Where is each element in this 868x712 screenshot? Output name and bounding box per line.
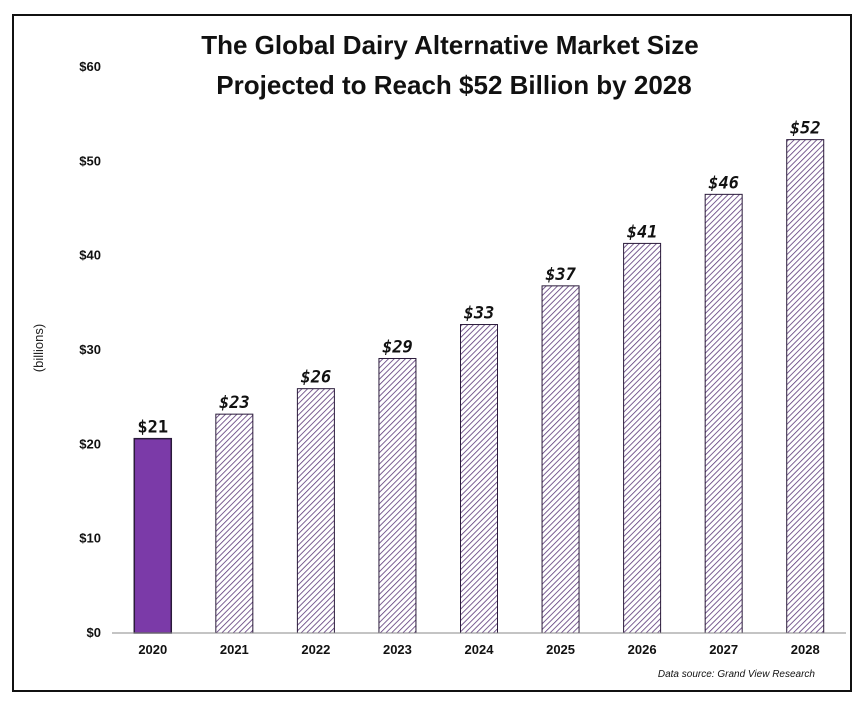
bar-2025 bbox=[541, 285, 580, 634]
data-label-2027: $46 bbox=[708, 173, 739, 193]
chart-title-line-2: Projected to Reach $52 Billion by 2028 bbox=[216, 70, 691, 100]
y-axis-label: (billions) bbox=[31, 324, 46, 372]
y-axis-ticks: $0 $10 $20 $30 $40 $50 $60 bbox=[79, 59, 101, 640]
data-labels-group: $21 $23 $26 $29 $33 $37 $41 $46 $52 bbox=[137, 119, 820, 438]
bar-2021 bbox=[215, 413, 254, 634]
data-label-2023: $29 bbox=[382, 337, 413, 357]
data-label-2026: $41 bbox=[627, 222, 658, 242]
bar-2023 bbox=[378, 357, 417, 634]
bar-2024 bbox=[460, 324, 498, 634]
y-tick-label: $60 bbox=[79, 59, 101, 74]
bar-2026 bbox=[623, 242, 662, 634]
data-label-2020: $21 bbox=[137, 418, 168, 438]
x-tick-label-2023: 2023 bbox=[383, 642, 412, 657]
data-label-2028: $52 bbox=[790, 119, 821, 139]
bar-2027 bbox=[704, 193, 743, 634]
y-tick-label: $50 bbox=[79, 153, 101, 168]
source-note: Data source: Grand View Research bbox=[658, 669, 816, 680]
data-label-2024: $33 bbox=[464, 304, 495, 324]
chart-title-line-1: The Global Dairy Alternative Market Size bbox=[201, 30, 699, 60]
bar-2022 bbox=[296, 388, 335, 634]
x-tick-label-2028: 2028 bbox=[791, 642, 820, 657]
x-tick-label-2024: 2024 bbox=[465, 642, 495, 657]
data-label-2025: $37 bbox=[545, 265, 576, 285]
x-tick-label-2027: 2027 bbox=[709, 642, 738, 657]
bars-group bbox=[133, 139, 825, 634]
x-tick-label-2020: 2020 bbox=[138, 642, 167, 657]
x-axis-ticks: 2020 2021 2022 2023 2024 2025 2026 2027 2028 bbox=[138, 642, 819, 657]
data-label-2021: $23 bbox=[219, 393, 250, 413]
x-tick-label-2022: 2022 bbox=[301, 642, 330, 657]
bar-2020 bbox=[133, 437, 173, 634]
x-tick-label-2021: 2021 bbox=[220, 642, 249, 657]
y-tick-label: $0 bbox=[87, 625, 101, 640]
y-tick-label: $40 bbox=[79, 248, 101, 263]
y-tick-label: $20 bbox=[79, 436, 101, 451]
data-label-2022: $26 bbox=[301, 368, 332, 388]
x-tick-label-2026: 2026 bbox=[628, 642, 657, 657]
y-tick-label: $30 bbox=[79, 342, 101, 357]
y-tick-label: $10 bbox=[79, 531, 101, 546]
x-tick-label-2025: 2025 bbox=[546, 642, 575, 657]
bar-2028 bbox=[786, 139, 825, 634]
